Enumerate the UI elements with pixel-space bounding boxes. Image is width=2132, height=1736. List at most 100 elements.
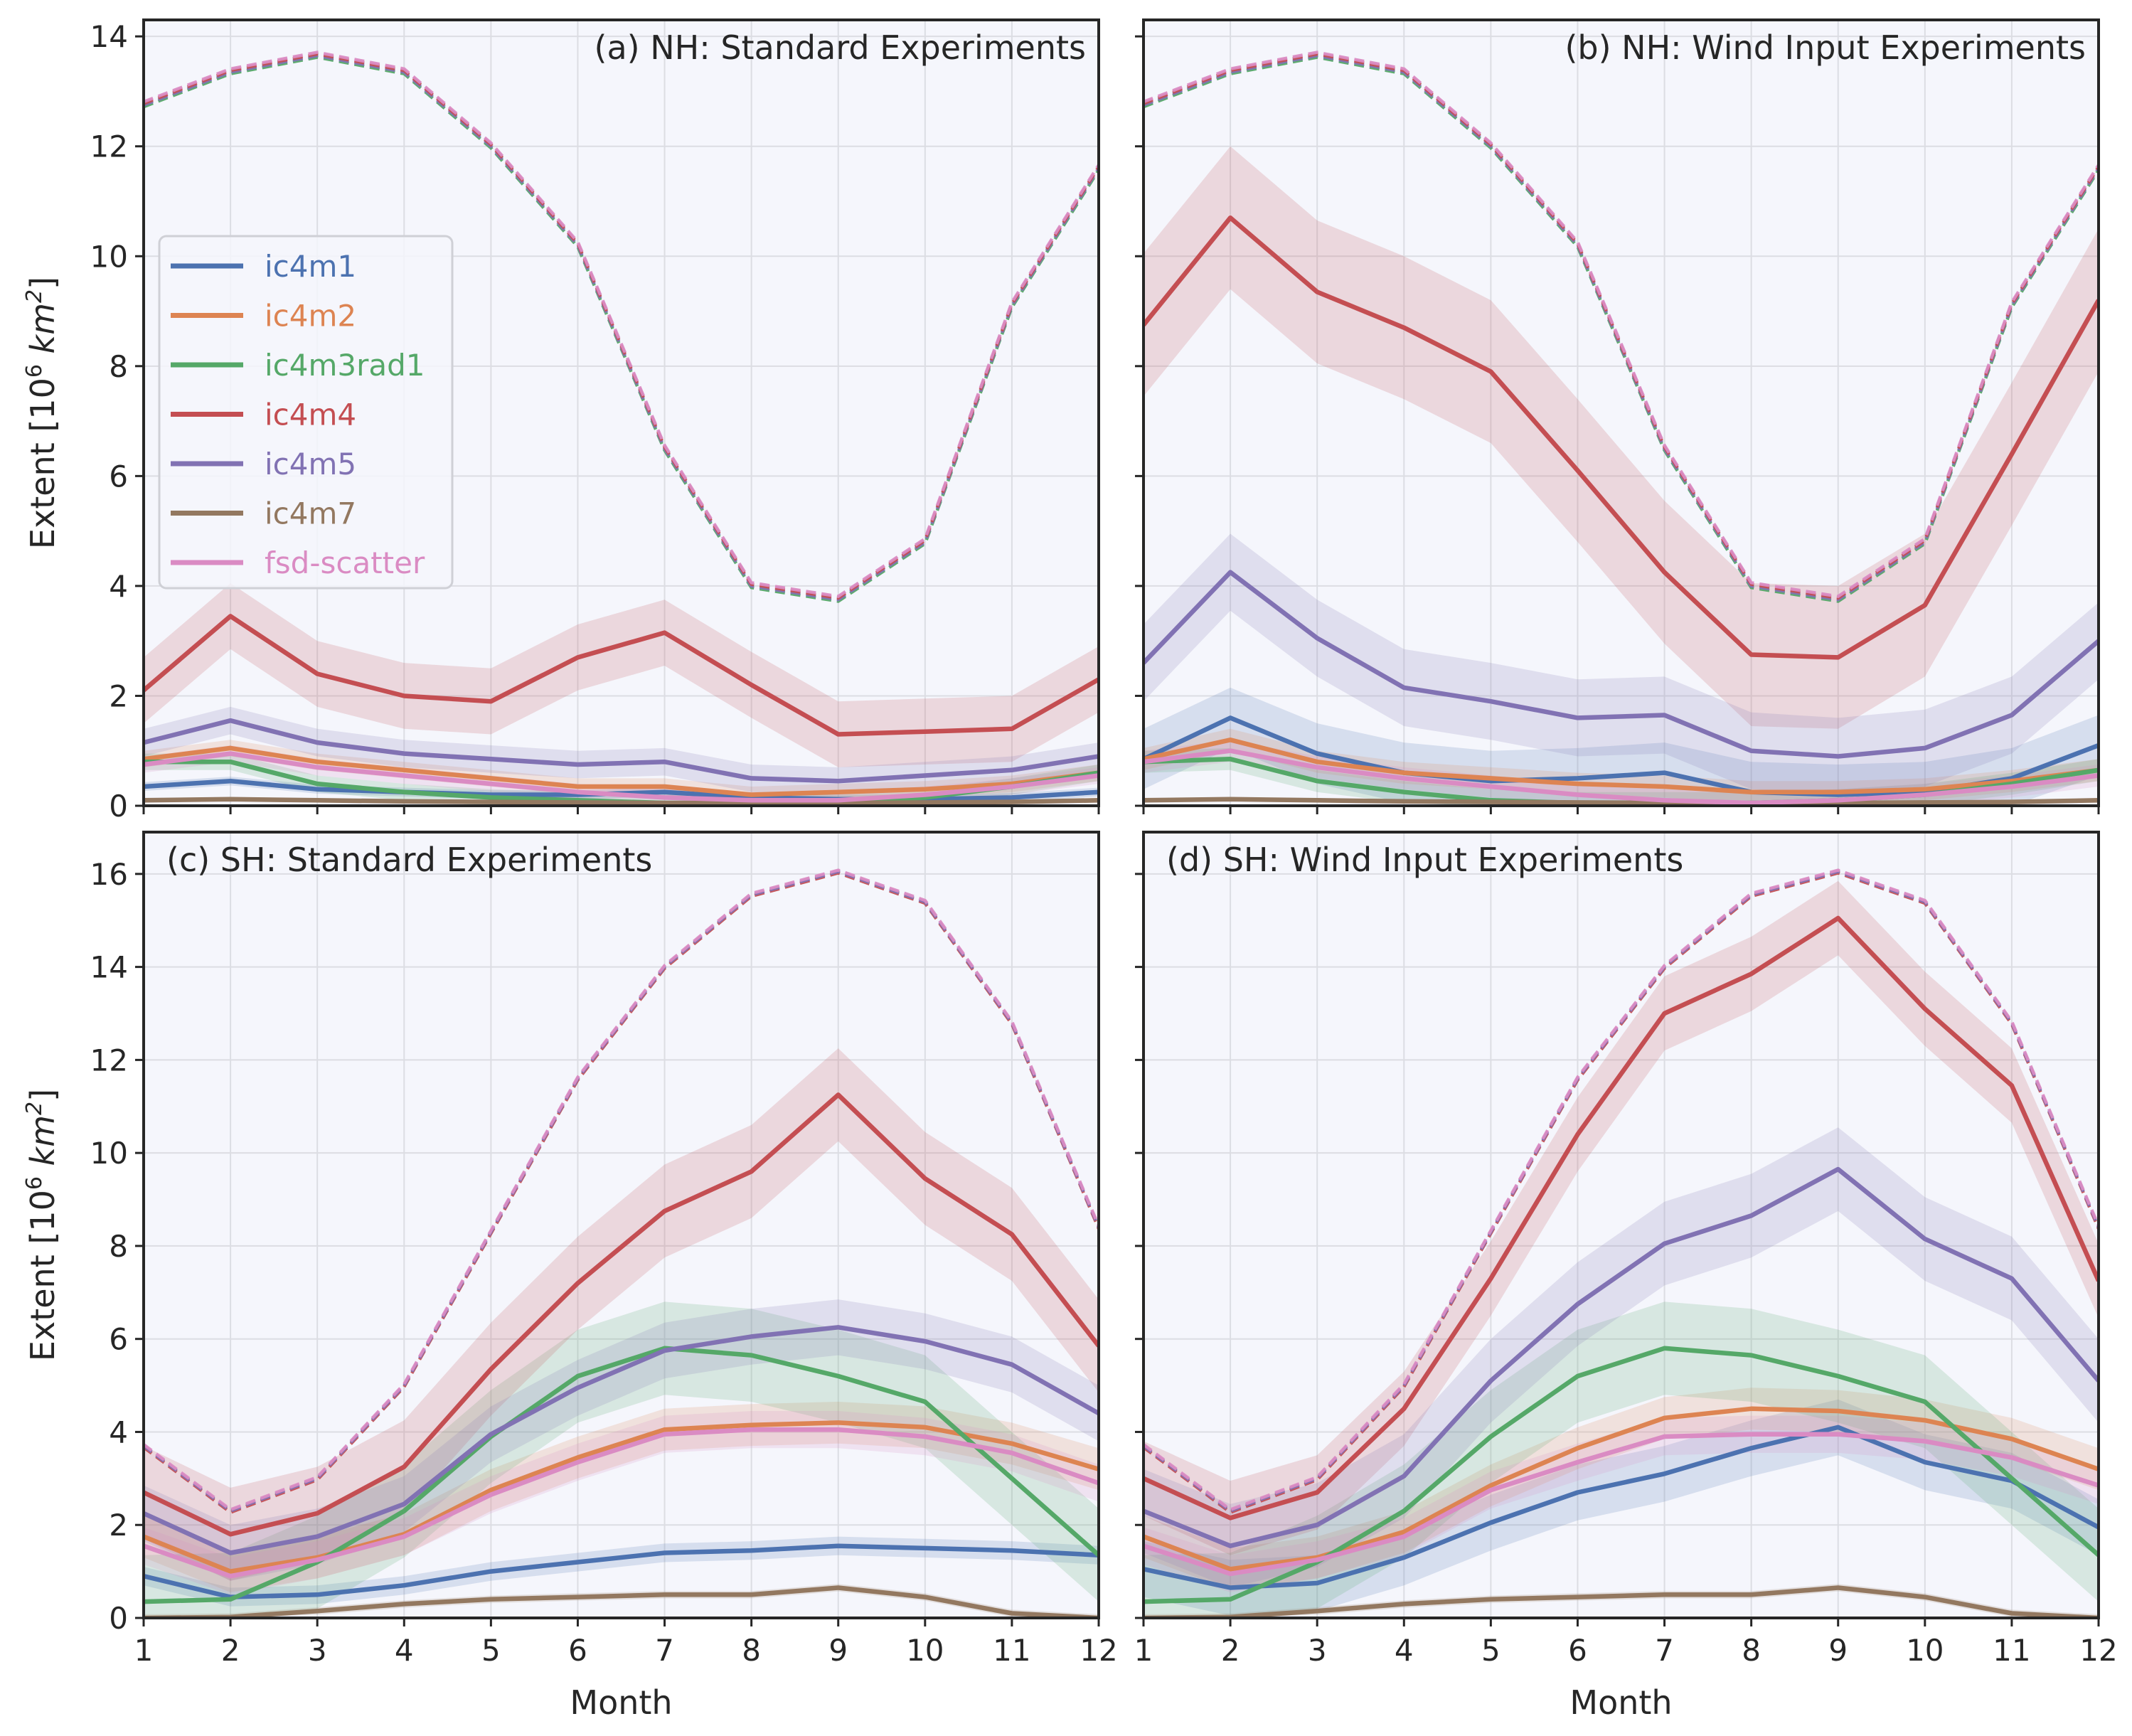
panel-title: (d) SH: Wind Input Experiments bbox=[1166, 841, 1683, 879]
y-axis-label-part: km bbox=[23, 303, 62, 353]
legend-label-ic4m2: ic4m2 bbox=[265, 299, 356, 334]
axes-frame bbox=[1142, 831, 2100, 1619]
panel-title: (b) NH: Wind Input Experiments bbox=[1565, 28, 2086, 67]
x-tick-label: 3 bbox=[308, 1633, 327, 1668]
band-ic4m4 bbox=[144, 583, 1099, 767]
y-tick-label: 6 bbox=[109, 1322, 128, 1357]
y-tick-label: 2 bbox=[109, 1508, 128, 1543]
x-tick-label: 10 bbox=[1906, 1633, 1944, 1668]
series-group bbox=[1144, 50, 2099, 806]
y-tick-label: 0 bbox=[109, 1601, 128, 1636]
band-fsd-scatter bbox=[144, 1411, 1099, 1595]
series-group bbox=[144, 50, 1099, 806]
series-line-ic4m5 bbox=[1144, 570, 2099, 759]
y-axis-label-part bbox=[23, 1166, 62, 1176]
series-line-ic4m5 bbox=[1144, 1166, 2099, 1548]
series-line-fsd-scatter bbox=[1144, 1432, 2099, 1577]
series-line-ic4m4 bbox=[1144, 915, 2099, 1521]
series-group bbox=[144, 868, 1099, 1618]
panel-title: (c) SH: Standard Experiments bbox=[166, 841, 652, 879]
x-axis-label: Month bbox=[1569, 1683, 1672, 1722]
y-axis-label-part: Extent [10 bbox=[23, 378, 62, 549]
band-ic4m5 bbox=[144, 706, 1099, 795]
band-ic4m4 bbox=[1144, 146, 2099, 729]
x-tick-label: 11 bbox=[993, 1633, 1030, 1668]
band-ic4m4 bbox=[1144, 880, 2099, 1555]
y-tick-label: 14 bbox=[90, 950, 128, 985]
legend: ic4m1 ic4m2 ic4m3rad1 ic4m4 ic4m5 ic4m7 fsd-sc… bbox=[158, 235, 454, 590]
y-tick-label: 2 bbox=[109, 678, 128, 713]
y-axis-label-part: ] bbox=[23, 277, 62, 289]
y-tick-label: 0 bbox=[109, 789, 128, 824]
band-ic4m5 bbox=[1144, 1127, 2099, 1588]
x-tick-label: 10 bbox=[906, 1633, 944, 1668]
legend-label-fsd-scatter: fsd-scatter bbox=[265, 545, 425, 580]
x-tick-label: 1 bbox=[134, 1633, 154, 1668]
series-line-ic4m4 bbox=[144, 1092, 1099, 1537]
y-tick-label: 10 bbox=[90, 239, 128, 274]
y-tick-label: 6 bbox=[109, 459, 128, 494]
series-line-ic4m1 bbox=[1144, 1425, 2099, 1590]
x-tick-label: 2 bbox=[221, 1633, 240, 1668]
band-ic4m2 bbox=[1144, 728, 2099, 804]
axes-frame bbox=[142, 18, 1100, 807]
y-tick-label: 10 bbox=[90, 1136, 128, 1171]
panel-a: 0 2 4 6 8 10 12 14 (a) NH: Standard Experiments E… bbox=[22, 18, 1100, 824]
dashed-total-ic4m5 bbox=[1144, 870, 2099, 1513]
band-fsd-scatter bbox=[1144, 1415, 2099, 1592]
dashed-total-fsd-scatter bbox=[1144, 868, 2099, 1512]
series-line-fsd-scatter bbox=[144, 751, 1099, 803]
series-line-ic4m7 bbox=[144, 1585, 1099, 1618]
plot-area bbox=[1144, 20, 2099, 806]
x-tick-label: 5 bbox=[1481, 1633, 1501, 1668]
series-line-fsd-scatter bbox=[1144, 748, 2099, 806]
series-line-ic4m7 bbox=[1144, 797, 2099, 806]
series-line-ic4m4 bbox=[1144, 215, 2099, 660]
series-group bbox=[1144, 868, 2099, 1618]
x-tick-label: 3 bbox=[1308, 1633, 1327, 1668]
y-tick-label: 16 bbox=[90, 857, 128, 892]
y-tick-label: 4 bbox=[109, 1415, 128, 1449]
y-tick-label: 12 bbox=[90, 1043, 128, 1077]
panel-d: 1 2 3 4 5 6 7 8 9 10 11 12(d) SH: Wind Input Experi… bbox=[1134, 831, 2118, 1722]
series-line-ic4m3rad1 bbox=[144, 1346, 1099, 1604]
legend-label-ic4m1: ic4m1 bbox=[265, 249, 356, 284]
legend-box bbox=[158, 235, 454, 590]
dashed-total-fsd-scatter bbox=[1144, 50, 2099, 598]
x-tick-label: 8 bbox=[1742, 1633, 1761, 1668]
dashed-total-fsd-scatter bbox=[144, 868, 1099, 1512]
x-tick-label: 8 bbox=[742, 1633, 761, 1668]
dashed-total-fsd-scatter bbox=[144, 50, 1099, 598]
y-axis-label-part: 2 bbox=[22, 289, 47, 303]
x-tick-label: 7 bbox=[655, 1633, 674, 1668]
series-line-ic4m3rad1 bbox=[1144, 1346, 2099, 1604]
x-tick-label: 6 bbox=[568, 1633, 587, 1668]
x-tick-label: 5 bbox=[481, 1633, 501, 1668]
x-tick-label: 11 bbox=[1993, 1633, 2030, 1668]
plot-area bbox=[1144, 832, 2099, 1618]
y-axis-label-part: 6 bbox=[22, 364, 47, 378]
dashed-total-ic4m4 bbox=[1144, 871, 2099, 1515]
x-tick-label: 4 bbox=[1395, 1633, 1414, 1668]
x-tick-label: 9 bbox=[828, 1633, 848, 1668]
y-axis-label-part: 2 bbox=[22, 1102, 47, 1115]
y-axis-label-part: ] bbox=[23, 1089, 62, 1102]
x-tick-label: 12 bbox=[2079, 1633, 2117, 1668]
series-line-ic4m5 bbox=[144, 1325, 1099, 1555]
y-axis-label-part bbox=[23, 353, 62, 364]
series-line-ic4m2 bbox=[1144, 737, 2099, 794]
plot-area bbox=[144, 832, 1099, 1618]
y-axis-label-part: km bbox=[23, 1115, 62, 1166]
series-line-ic4m7 bbox=[144, 797, 1099, 806]
legend-label-ic4m4: ic4m4 bbox=[265, 398, 356, 432]
series-line-ic4m7 bbox=[1144, 1585, 2099, 1618]
y-tick-label: 8 bbox=[109, 1229, 128, 1264]
series-line-ic4m4 bbox=[144, 614, 1099, 737]
band-ic4m5 bbox=[1144, 533, 2099, 795]
y-tick-label: 8 bbox=[109, 349, 128, 384]
y-axis-label: Extent [106 km2] bbox=[22, 1089, 62, 1361]
dashed-total-ic4m5 bbox=[144, 870, 1099, 1513]
legend-label-ic4m3rad1: ic4m3rad1 bbox=[265, 348, 425, 383]
x-tick-label: 6 bbox=[1568, 1633, 1587, 1668]
